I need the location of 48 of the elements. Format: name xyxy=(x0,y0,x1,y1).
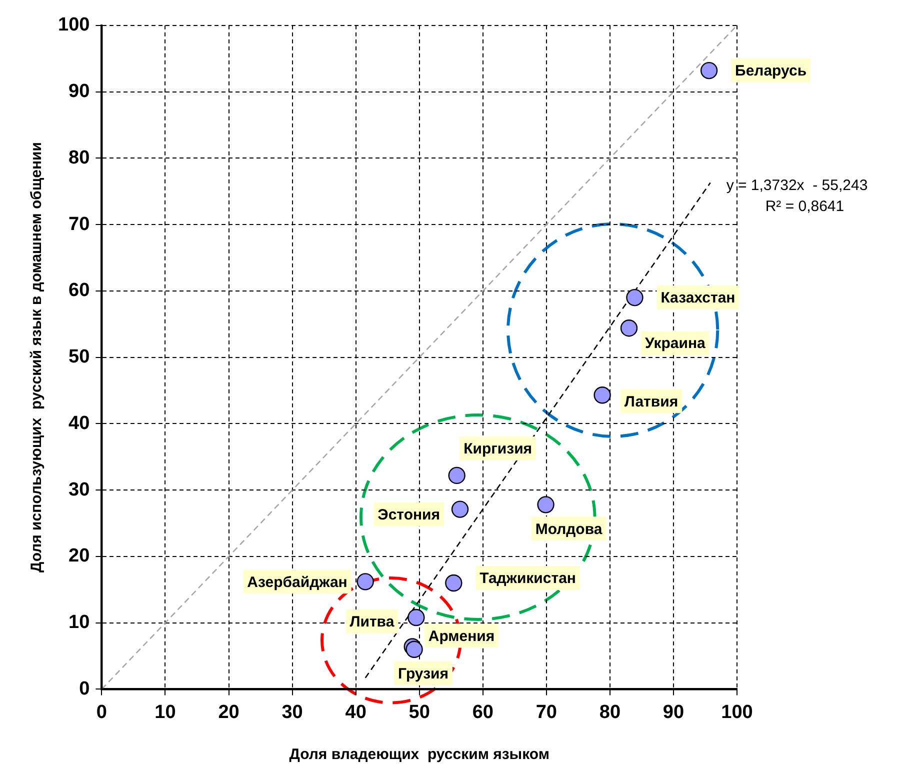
annotation: Таджикистан xyxy=(480,570,576,588)
annotation: Казахстан xyxy=(660,290,736,307)
x-tick-label: 100 xyxy=(721,702,753,723)
y-tick-label: 20 xyxy=(68,546,90,567)
annotation: Эстония xyxy=(378,506,440,524)
annotation: Киргизия xyxy=(464,440,532,458)
annotation: Латвия xyxy=(624,393,678,410)
y-tick-label: 10 xyxy=(68,612,90,634)
x-tick-label: 70 xyxy=(536,702,557,723)
y-tick-label: 40 xyxy=(68,412,90,434)
point xyxy=(537,496,554,514)
x-tick-label: 80 xyxy=(599,702,621,723)
annotation: Беларусь xyxy=(735,62,807,80)
point xyxy=(356,573,374,590)
y-tick-label: 90 xyxy=(68,81,90,102)
point xyxy=(451,500,469,518)
x-tick-label: 50 xyxy=(408,702,430,723)
y-tick-label: 80 xyxy=(68,147,90,168)
y-tick-label: 30 xyxy=(68,479,90,500)
y-tick-label: 50 xyxy=(68,346,90,368)
x-tick-label: 30 xyxy=(282,702,303,723)
x-tick-label: 20 xyxy=(218,702,240,723)
x-tick-label: 40 xyxy=(345,702,366,723)
point xyxy=(408,608,425,626)
y-tick-label: 0 xyxy=(79,678,90,700)
x-tick-label: 0 xyxy=(96,702,107,723)
annotation: Армения xyxy=(428,628,495,645)
text: R² = 0,8641 xyxy=(765,198,844,215)
annotation: y = 1,3732x - 55,243 xyxy=(726,176,868,194)
x-tick-label: 90 xyxy=(662,702,684,723)
annotation: Азербайджан xyxy=(247,574,348,591)
point xyxy=(445,574,462,592)
annotation: Украина xyxy=(645,335,706,352)
point xyxy=(594,386,611,404)
x-tick-label: 60 xyxy=(472,702,494,723)
annotation: Грузия xyxy=(398,666,449,683)
x-axis-title: Доля владеющих русским языком xyxy=(289,746,550,764)
x-tick-label: 10 xyxy=(154,702,176,723)
point xyxy=(700,62,718,80)
point xyxy=(626,288,644,306)
point xyxy=(620,319,638,337)
y-tick-label: 100 xyxy=(58,14,90,36)
annotation: Литва xyxy=(350,614,395,631)
y-tick-label: 70 xyxy=(68,214,90,235)
point xyxy=(448,466,466,484)
y-tick-label: 60 xyxy=(68,280,90,302)
y-axis-title: Доля использующих русский язык в домашнем общении xyxy=(28,142,46,573)
annotation: Молдова xyxy=(535,520,603,538)
